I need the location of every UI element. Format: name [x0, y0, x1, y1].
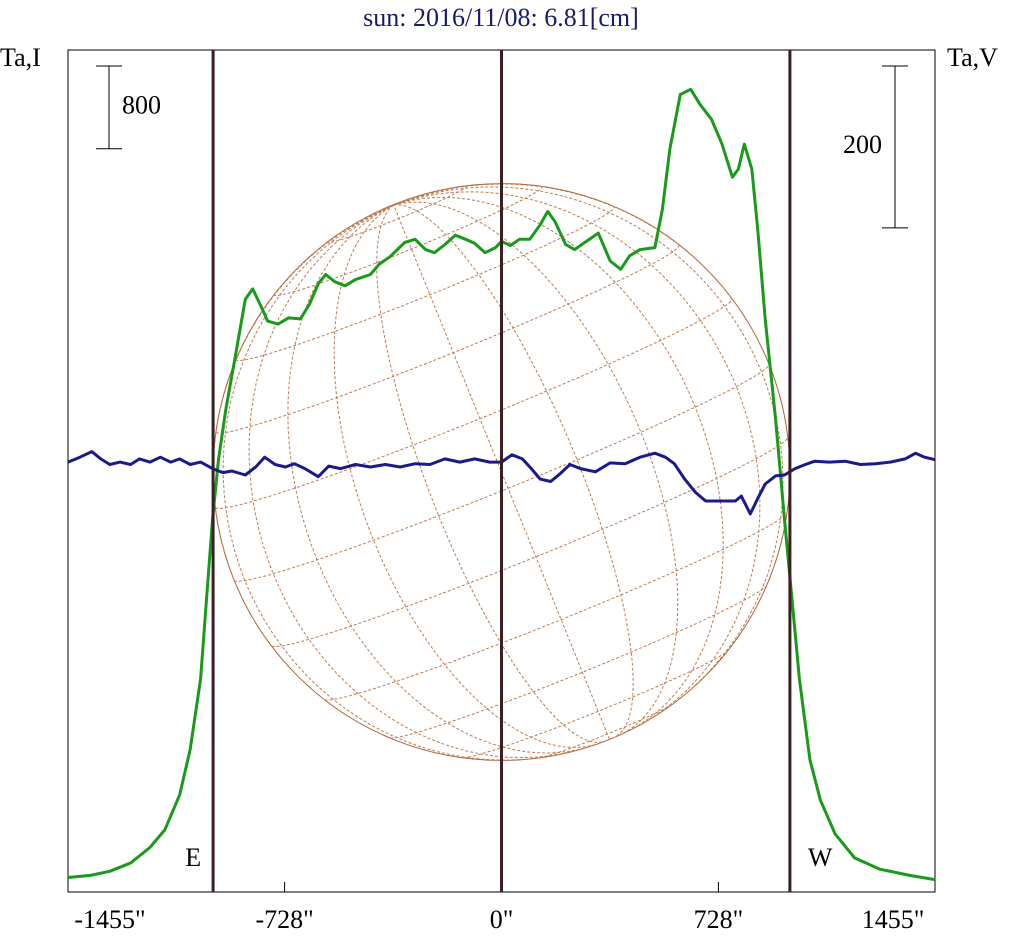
sun-grid: [248, 204, 573, 759]
y2-axis-label: Ta,V: [947, 43, 998, 72]
sun-grid: [222, 204, 540, 761]
data-line: [67, 87, 936, 882]
scale-bar-label: 800: [122, 90, 161, 119]
x-tick-label: 1455": [862, 905, 925, 934]
y-axis-label: Ta,I: [0, 43, 41, 72]
x-tick-label: -728": [255, 905, 313, 934]
limb-label: E: [185, 843, 201, 872]
sun-grid: [393, 191, 761, 723]
sun-grid: [539, 703, 674, 759]
data-line: [67, 450, 936, 516]
sun-grid: [212, 204, 394, 581]
sun-grid: [393, 204, 634, 737]
x-tick-label: 0": [490, 905, 514, 934]
scale-bar-label: 200: [843, 130, 882, 159]
limb-label: W: [808, 843, 833, 872]
sun-grid: [271, 437, 789, 648]
sun-grid: [393, 186, 784, 705]
chart-title: sun: 2016/11/08: 6.81[cm]: [363, 3, 639, 32]
sun-grid: [390, 585, 767, 739]
sun-grid: [376, 204, 603, 744]
sun-grid: [287, 204, 590, 754]
sun-grid: [333, 204, 596, 749]
sun-grid: [393, 202, 398, 206]
x-tick-label: 728": [694, 905, 744, 934]
x-tick-label: -1455": [74, 905, 145, 934]
sun-grid: [393, 201, 679, 734]
sun-grid: [324, 512, 788, 701]
sun-grid: [463, 650, 728, 759]
sun-grid: [273, 185, 543, 297]
sun-grid: [235, 206, 615, 361]
sun-grid: [393, 183, 770, 365]
